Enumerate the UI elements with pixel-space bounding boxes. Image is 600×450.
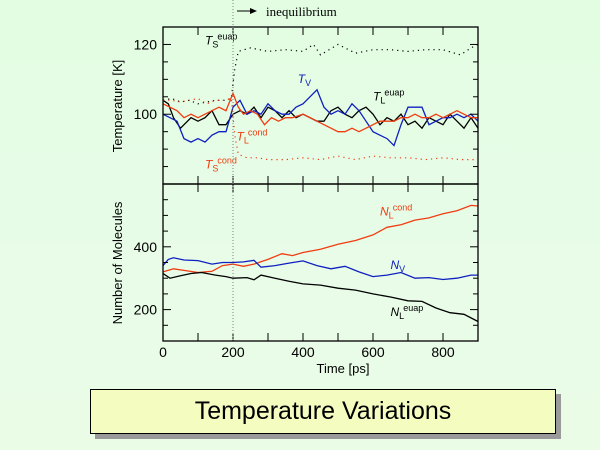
series-label: TLcond — [237, 127, 268, 145]
x-tick-label: 0 — [159, 344, 167, 360]
series-label: TSeuap — [205, 31, 237, 49]
series-line-t-s-evap — [162, 43, 479, 105]
series-label: TScond — [205, 155, 237, 173]
series-line-n-l-cond — [162, 204, 479, 274]
series-line-t-s-cond — [163, 97, 478, 161]
series-label: TV — [298, 72, 311, 88]
series-line-n-v — [162, 257, 478, 281]
axes: 100 120 200 400 0 200 400 600 800 — [134, 26, 479, 360]
series-label: NLeuap — [391, 303, 424, 321]
x-tick-label: 200 — [221, 344, 245, 360]
top-panel-series — [162, 43, 479, 161]
series-label: TLeuap — [373, 87, 404, 105]
y-tick-label: 120 — [134, 36, 158, 52]
x-tick-label: 600 — [361, 344, 385, 360]
inequilibrium-label: inequilibrium — [266, 4, 337, 19]
x-axis-title: Time [ps] — [317, 361, 370, 376]
bottom-y-axis-title: Number of Molecules — [110, 201, 125, 324]
series-label: NLcond — [380, 202, 412, 220]
x-tick-label: 400 — [291, 344, 315, 360]
inequilibrium-annotation: inequilibrium — [237, 4, 337, 19]
right-arrow-head — [250, 8, 257, 14]
y-tick-label: 400 — [134, 239, 158, 255]
series-line-t-v — [162, 88, 479, 147]
bottom-panel-series — [162, 204, 479, 323]
x-tick-label: 800 — [431, 344, 455, 360]
y-tick-label: 100 — [134, 106, 158, 122]
y-tick-label: 200 — [134, 302, 158, 318]
series-line-n-l-evap — [162, 271, 479, 323]
plot-frame — [162, 183, 479, 342]
series-label: NV — [391, 258, 406, 274]
slide-title: Temperature Variations — [194, 397, 452, 425]
slide-title-box: Temperature Variations — [90, 389, 556, 434]
series-line-t-l-cond — [162, 91, 478, 133]
top-y-axis-title: Temperature [K] — [110, 60, 125, 153]
